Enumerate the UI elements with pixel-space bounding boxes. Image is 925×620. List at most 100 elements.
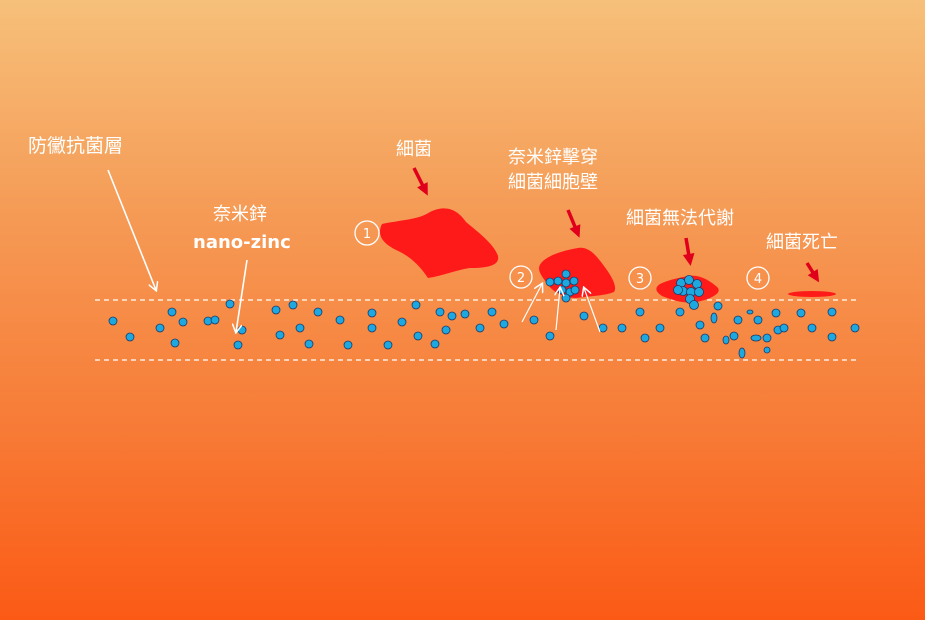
zinc-particle bbox=[460, 309, 470, 319]
zinc-particle bbox=[700, 333, 710, 343]
zinc-particle bbox=[447, 311, 457, 321]
zinc-particle bbox=[710, 312, 718, 324]
step-4-marker bbox=[746, 266, 770, 290]
zinc-particle bbox=[545, 277, 555, 287]
zinc-particle bbox=[553, 276, 563, 286]
zinc-particle bbox=[692, 279, 702, 289]
red-indicator-arrows bbox=[412, 167, 820, 283]
zinc-particle bbox=[210, 315, 220, 325]
zinc-particle bbox=[545, 331, 555, 341]
penetrate-arrow-right bbox=[584, 288, 601, 333]
zinc-particle bbox=[762, 333, 772, 343]
zinc-particle bbox=[655, 323, 665, 333]
zinc-particle bbox=[167, 307, 177, 317]
bacterium-intact bbox=[379, 208, 499, 278]
nano-zinc-label-en: nano-zinc bbox=[193, 232, 291, 253]
zinc-particle bbox=[579, 311, 589, 321]
zinc-particle bbox=[850, 323, 860, 333]
zinc-particle bbox=[796, 308, 806, 318]
zinc-particle bbox=[561, 293, 571, 303]
step-4-number: 4 bbox=[754, 272, 762, 287]
zinc-particle bbox=[569, 276, 579, 286]
zinc-particle bbox=[675, 307, 685, 317]
zinc-particle bbox=[225, 299, 235, 309]
zinc-particle bbox=[304, 339, 314, 349]
zinc-particle bbox=[746, 309, 754, 315]
zinc-particle bbox=[397, 317, 407, 327]
bacteria-label: 細菌 bbox=[396, 139, 432, 160]
zinc-particle bbox=[561, 269, 571, 279]
nano-zinc-pointer-arrow bbox=[236, 259, 248, 332]
zinc-particle bbox=[779, 323, 789, 333]
zinc-particle bbox=[383, 340, 393, 350]
zinc-particle bbox=[275, 330, 285, 340]
zinc-particle bbox=[733, 315, 743, 325]
bacterium-penetrated bbox=[539, 247, 616, 298]
coating-layer-label: 防黴抗菌層 bbox=[28, 135, 123, 157]
nano-zinc-label-cn: 奈米鋅 bbox=[213, 204, 267, 225]
zinc-particle bbox=[441, 325, 451, 335]
zinc-particle bbox=[313, 307, 323, 317]
red-arrow bbox=[566, 209, 581, 238]
zinc-particle bbox=[435, 307, 445, 317]
coating-pointer-arrow bbox=[107, 169, 156, 290]
zinc-particle bbox=[411, 300, 421, 310]
zinc-particle bbox=[271, 305, 281, 315]
zinc-particle bbox=[763, 346, 771, 354]
zinc-particle bbox=[561, 278, 571, 288]
zinc-particle bbox=[155, 323, 165, 333]
zinc-particle bbox=[738, 347, 746, 359]
bacterium-dead bbox=[788, 291, 836, 297]
zinc-particle bbox=[178, 317, 188, 327]
zinc-particle bbox=[640, 333, 650, 343]
zinc-particle bbox=[529, 315, 539, 325]
zinc-particle bbox=[689, 300, 699, 310]
step-2-marker bbox=[509, 265, 533, 289]
zinc-particle bbox=[617, 323, 627, 333]
step-3-number: 3 bbox=[636, 272, 644, 287]
zinc-particle bbox=[237, 325, 247, 335]
zinc-particle bbox=[807, 323, 817, 333]
step-1-marker bbox=[354, 220, 380, 246]
penetrate-arrow-left bbox=[521, 284, 542, 323]
zinc-particle bbox=[722, 335, 730, 345]
zinc-particle bbox=[635, 307, 645, 317]
step-1-number: 1 bbox=[363, 227, 371, 242]
penetrate-arrow-middle bbox=[556, 288, 560, 331]
red-arrow bbox=[682, 237, 695, 266]
zinc-particle bbox=[335, 315, 345, 325]
zinc-particle bbox=[684, 275, 694, 285]
zinc-particle bbox=[827, 332, 837, 342]
penetrate-label-line2: 細菌細胞壁 bbox=[508, 172, 598, 193]
zinc-particle bbox=[827, 307, 837, 317]
red-arrow bbox=[805, 262, 820, 283]
zinc-particle bbox=[475, 323, 485, 333]
step-3-marker bbox=[628, 266, 652, 290]
no-metabolism-label: 細菌無法代謝 bbox=[626, 208, 734, 229]
zinc-particle bbox=[413, 331, 423, 341]
red-arrow bbox=[412, 167, 428, 196]
zinc-particle bbox=[288, 300, 298, 310]
zinc-particle bbox=[367, 323, 377, 333]
zinc-particle bbox=[694, 287, 704, 297]
nano-zinc-particles bbox=[108, 299, 860, 359]
zinc-particle bbox=[170, 338, 180, 348]
zinc-particle bbox=[295, 323, 305, 333]
zinc-cluster-step3 bbox=[673, 275, 704, 310]
zinc-particle bbox=[750, 334, 762, 342]
zinc-particle bbox=[367, 308, 377, 318]
step-2-number: 2 bbox=[517, 271, 525, 286]
zinc-particle bbox=[753, 315, 763, 325]
zinc-particle bbox=[233, 340, 243, 350]
zinc-particle bbox=[729, 331, 739, 341]
zinc-particle bbox=[499, 319, 509, 329]
zinc-particle bbox=[430, 339, 440, 349]
zinc-particle bbox=[713, 301, 723, 311]
zinc-particle bbox=[695, 320, 705, 330]
penetrate-label-line1: 奈米鋅擊穿 bbox=[508, 147, 598, 168]
zinc-particle bbox=[673, 285, 683, 295]
zinc-particle bbox=[771, 308, 781, 318]
zinc-particle bbox=[125, 332, 135, 342]
zinc-particle bbox=[108, 316, 118, 326]
